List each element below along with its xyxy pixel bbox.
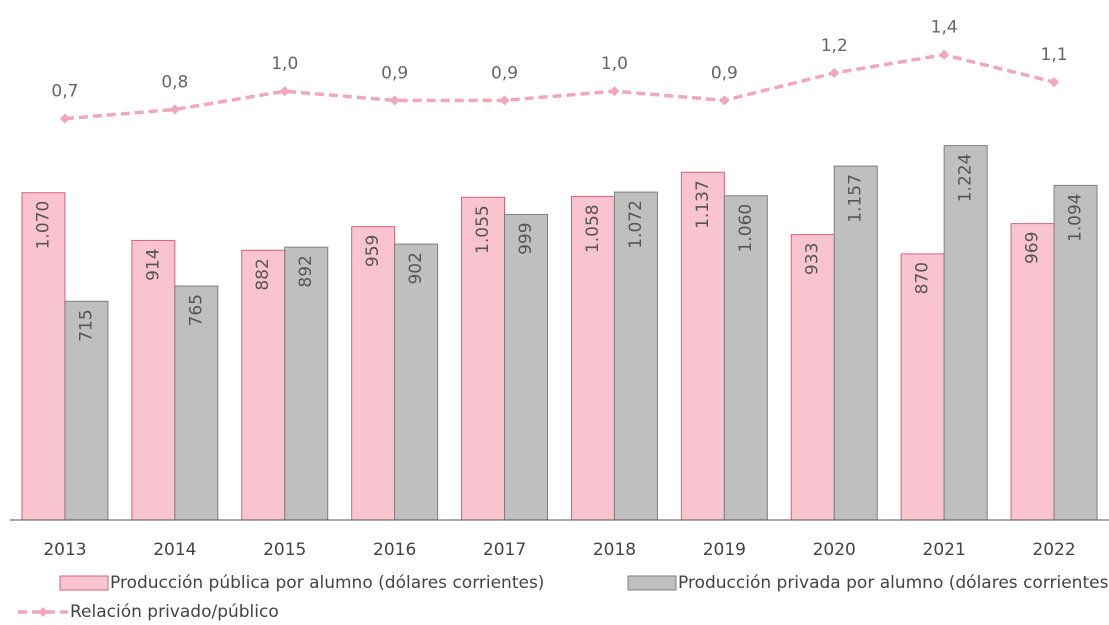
marker	[1049, 77, 1060, 88]
bar-label: 933	[803, 243, 823, 275]
bar-label: 1.157	[846, 174, 866, 223]
x-tick-label: 2016	[373, 540, 416, 560]
bar-label: 969	[1023, 232, 1043, 264]
bar	[504, 213, 549, 521]
bar-label: 959	[363, 235, 383, 267]
legend-label: Producción pública por alumno (dólares c…	[110, 573, 544, 593]
bar-label: 1.058	[583, 204, 603, 253]
bar	[1053, 184, 1098, 521]
bar-label: 765	[186, 294, 206, 326]
x-tick-label: 2014	[153, 540, 196, 560]
line-label: 0,8	[161, 72, 188, 92]
marker	[719, 95, 730, 106]
bar-label: 1.072	[626, 200, 646, 249]
marker	[389, 95, 400, 106]
line-label: 1,2	[821, 36, 848, 56]
bar	[131, 239, 176, 521]
bar-label: 882	[253, 258, 273, 290]
bar-label: 1.070	[33, 201, 53, 250]
bar-label: 1.224	[956, 154, 976, 203]
marker	[829, 67, 840, 78]
bar-label: 1.060	[736, 204, 756, 253]
marker	[939, 49, 950, 60]
bar	[943, 145, 988, 521]
line-label: 1,0	[271, 54, 298, 74]
bar-label: 1.094	[1066, 193, 1086, 242]
bar	[351, 226, 396, 521]
line-label: 1,1	[1041, 45, 1068, 65]
x-tick-label: 2020	[813, 540, 856, 560]
bar-label: 914	[143, 248, 163, 280]
bar-label: 1.055	[473, 205, 493, 254]
legend-swatch	[38, 607, 48, 617]
bar-label: 999	[516, 222, 536, 254]
x-tick-label: 2019	[703, 540, 746, 560]
bar	[174, 285, 219, 521]
line-label: 1,4	[931, 18, 958, 38]
marker	[279, 86, 290, 97]
bar	[613, 191, 658, 521]
line-label: 0,9	[711, 63, 738, 83]
marker	[609, 86, 620, 97]
legend-label: Producción privada por alumno (dólares c…	[678, 573, 1109, 593]
x-tick-label: 2018	[593, 540, 636, 560]
legend-swatch	[627, 575, 677, 591]
bar	[570, 195, 615, 521]
bar	[241, 249, 286, 521]
line	[64, 52, 1055, 121]
legend-swatch	[59, 575, 109, 591]
marker	[59, 113, 70, 124]
marker	[169, 104, 180, 115]
line-label: 0,9	[491, 63, 518, 83]
bar	[1010, 223, 1055, 521]
bar-label: 892	[296, 255, 316, 287]
bar	[461, 196, 506, 521]
bar	[723, 195, 768, 521]
marker	[499, 95, 510, 106]
x-tick-label: 2022	[1032, 540, 1075, 560]
bar	[900, 253, 945, 521]
bar	[833, 165, 878, 521]
bar-label: 870	[913, 262, 933, 294]
x-tick-label: 2013	[43, 540, 86, 560]
line-label: 1,0	[601, 54, 628, 74]
line-label: 0,7	[51, 82, 78, 102]
bar	[680, 171, 725, 521]
x-tick-label: 2021	[923, 540, 966, 560]
bar	[21, 192, 66, 521]
bar-label: 1.137	[693, 180, 713, 229]
x-tick-label: 2015	[263, 540, 306, 560]
x-tick-label: 2017	[483, 540, 526, 560]
line-label: 0,9	[381, 63, 408, 83]
legend-label: Relación privado/público	[70, 602, 279, 622]
bar-label: 902	[406, 252, 426, 284]
bar	[394, 243, 439, 521]
bar	[790, 234, 835, 521]
bar-label: 715	[76, 309, 96, 341]
